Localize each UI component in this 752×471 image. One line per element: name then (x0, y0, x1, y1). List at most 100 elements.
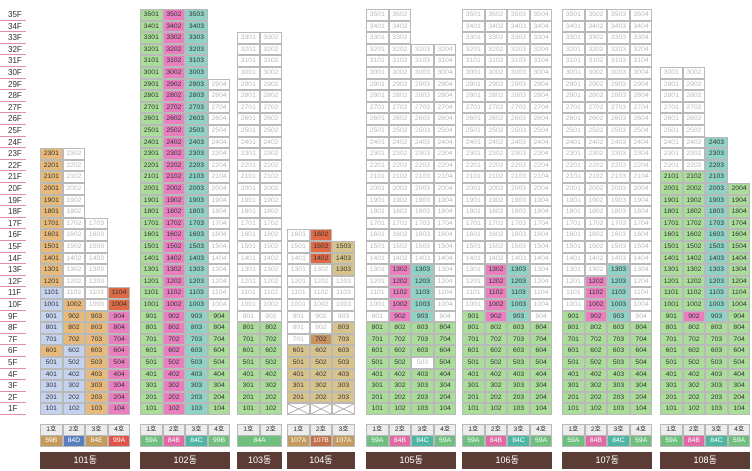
ho-header: 1호 (462, 424, 485, 436)
unit-cell: 1003 (85, 299, 108, 311)
unit-cell: 2004 (207, 183, 231, 195)
unit-cell: 1101 (40, 287, 63, 299)
unit-cell: 2102 (584, 171, 608, 183)
unit-cell: 2001 (40, 183, 63, 195)
unit-cell: 1203 (85, 275, 108, 288)
unit-cell: 1701 (660, 217, 683, 230)
unit-cell: 1201 (462, 275, 485, 288)
building-label: 103동 (237, 452, 283, 469)
unit-cell: 304 (207, 380, 231, 392)
unit-cell: 1203 (185, 275, 208, 288)
unit-cell: 1001 (462, 299, 485, 311)
unit-cell: 2701 (140, 101, 163, 114)
ho-header: 1호 (562, 424, 585, 436)
unit-cell: 1301 (40, 264, 63, 276)
unit-cell: 1602 (259, 229, 283, 241)
unit-cell: 3203 (607, 43, 630, 56)
ho-header: 2호 (309, 424, 333, 436)
unit-cell: 1603 (185, 229, 208, 241)
unit-cell: 2502 (682, 125, 706, 137)
ho-header: 4호 (529, 424, 553, 436)
unit-cell: 301 (237, 380, 260, 392)
unit-type-label: 59A (433, 435, 457, 447)
unit-cell: 2201 (660, 159, 683, 172)
floor-label: 7F (0, 334, 26, 346)
unit-cell: 2904 (529, 78, 553, 91)
unit-cell: 3003 (185, 67, 208, 79)
unit-cell: 403 (411, 368, 434, 381)
unit-cell: 3103 (607, 55, 630, 67)
unit-cell: 1501 (366, 241, 389, 253)
unit-cell: 1002 (162, 299, 186, 311)
unit-cell: 1604 (629, 229, 653, 241)
unit-cell: 204 (433, 391, 457, 404)
unit-cell: 101 (366, 403, 389, 415)
unit-cell: 2203 (607, 159, 630, 172)
unit-cell: 1304 (529, 264, 553, 276)
floor-label: 23F (0, 148, 26, 160)
unit-cell: 501 (237, 357, 260, 369)
unit-cell: 703 (85, 333, 108, 346)
unit-cell: 1902 (259, 194, 283, 207)
unit-cell: 1703 (607, 217, 630, 230)
unit-cell: 3001 (660, 67, 683, 79)
unit-cell: 203 (85, 391, 108, 404)
unit-cell: 1202 (62, 275, 86, 288)
unit-cell: 1701 (562, 217, 585, 230)
unit-cell: 3201 (462, 43, 485, 56)
unit-cell: 302 (62, 380, 86, 392)
unit-cell: 2303 (185, 148, 208, 160)
unit-cell: 901 (660, 310, 683, 323)
unit-cell: 1903 (411, 194, 434, 207)
unit-cell: 2301 (237, 148, 260, 160)
unit-cell: 1601 (40, 229, 63, 241)
building-label: 106동 (462, 452, 553, 469)
unit-cell: 202 (388, 391, 412, 404)
unit-cell: 2203 (411, 159, 434, 172)
unit-cell: 403 (85, 368, 108, 381)
unit-cell: 2004 (433, 183, 457, 195)
unit-cell: 1801 (237, 206, 260, 218)
unit-type-label: 99B (207, 435, 231, 447)
unit-cell: 1602 (682, 229, 706, 241)
unit-cell: 2503 (607, 125, 630, 137)
floor-label: 13F (0, 264, 26, 276)
unit-cell: 3502 (584, 9, 608, 21)
unit-cell: 2004 (529, 183, 553, 195)
unit-cell: 3303 (185, 32, 208, 44)
unit-cell: 2803 (185, 90, 208, 102)
unit-cell: 1903 (507, 194, 530, 207)
floor-label: 10F (0, 299, 26, 311)
unit-cell: 201 (462, 391, 485, 404)
unit-cell: 1501 (237, 241, 260, 253)
unit-cell: 1303 (705, 264, 728, 276)
unit-cell: 3004 (529, 67, 553, 79)
unit-cell: 802 (259, 322, 283, 334)
unit-cell: 2501 (140, 125, 163, 137)
unit-cell: 1904 (433, 194, 457, 207)
unit-cell: 1001 (562, 299, 585, 311)
unit-cell: 904 (433, 310, 457, 323)
ho-header: 3호 (185, 424, 208, 436)
unit-cell: 2904 (629, 78, 653, 91)
unit-cell: 403 (332, 368, 355, 381)
unit-cell: 1404 (207, 252, 231, 265)
unit-cell: 401 (462, 368, 485, 381)
unit-cell: 904 (727, 310, 751, 323)
unit-cell: 704 (629, 333, 653, 346)
unit-cell: 102 (388, 403, 412, 415)
unit-cell: 2002 (62, 183, 86, 195)
floor-label: 4F (0, 369, 26, 381)
floor-label: 5F (0, 357, 26, 369)
unit-cell: 3201 (140, 43, 163, 56)
unit-cell: 1504 (207, 241, 231, 253)
unit-cell: 603 (332, 345, 355, 357)
unit-cell: 2403 (411, 136, 434, 149)
unit-cell: 3501 (140, 9, 163, 21)
unit-cell: 702 (259, 333, 283, 346)
unit-cell: 401 (660, 368, 683, 381)
unit-cell: 2304 (629, 148, 653, 160)
unit-cell: 102 (484, 403, 508, 415)
floor-label: 2F (0, 392, 26, 404)
unit-cell: 604 (727, 345, 751, 357)
